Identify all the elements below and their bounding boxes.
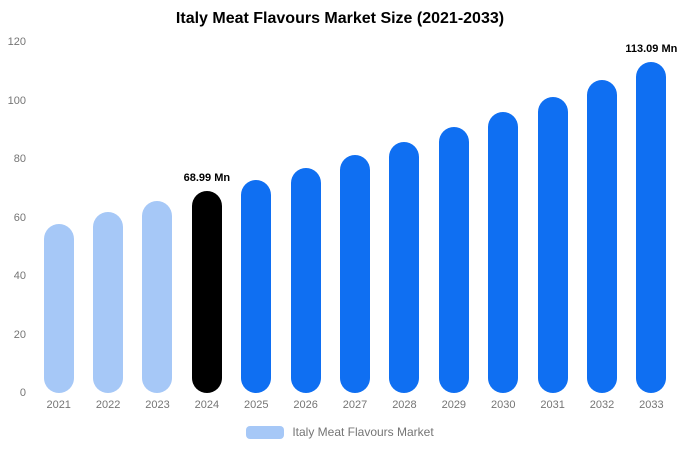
bar-2021 xyxy=(43,224,74,393)
x-tick-label-2021: 2021 xyxy=(46,399,71,411)
bar-column-2030 xyxy=(479,42,528,393)
bar-column-2024: 68.99 Mn xyxy=(182,42,231,393)
bar-2026 xyxy=(290,168,321,393)
y-axis: 0 20 40 60 80 100 120 xyxy=(0,36,28,399)
bar-column-2025 xyxy=(232,42,281,393)
x-tick-label-2022: 2022 xyxy=(95,399,121,411)
bar-2031 xyxy=(537,97,568,393)
legend-label: Italy Meat Flavours Market xyxy=(292,425,434,439)
bar-2033 xyxy=(636,62,667,393)
bar-column-2023 xyxy=(133,42,182,393)
x-tick-label-2027: 2027 xyxy=(342,399,368,411)
x-tick-label-2024: 2024 xyxy=(194,399,220,411)
y-tick-label: 100 xyxy=(7,94,26,107)
bar-2022 xyxy=(93,212,124,393)
x-tick-label-2026: 2026 xyxy=(293,399,318,411)
x-tick-label-2033: 2033 xyxy=(639,399,664,411)
bar-2028 xyxy=(389,142,420,393)
x-tick-label-2028: 2028 xyxy=(392,399,417,411)
bar-column-2032 xyxy=(577,42,626,393)
bar-column-2027 xyxy=(330,42,379,393)
x-tick-label-2031: 2031 xyxy=(540,399,565,411)
y-tick-label: 0 xyxy=(19,387,26,399)
bar-column-2028 xyxy=(380,42,429,393)
bar-column-2026 xyxy=(281,42,330,393)
chart-title: Italy Meat Flavours Market Size (2021-20… xyxy=(175,10,505,27)
legend-swatch xyxy=(246,425,285,439)
bar-value-label-2033: 113.09 Mn xyxy=(625,43,678,55)
y-tick-label: 120 xyxy=(7,36,26,48)
legend: Italy Meat Flavours Market xyxy=(0,425,680,439)
bar-column-2022 xyxy=(83,42,132,393)
bar-column-2031 xyxy=(528,42,577,393)
y-tick-label: 40 xyxy=(13,270,26,282)
y-tick-label: 60 xyxy=(13,211,26,224)
bar-column-2021 xyxy=(34,42,83,393)
x-axis: 2021 2022 2023 2024 2025 2026 2027 2028 2029 2030… xyxy=(34,399,676,411)
bar-2027 xyxy=(340,155,371,393)
plot-area: 68.99 Mn 113.09 Mn xyxy=(34,42,678,393)
bar-2032 xyxy=(586,80,617,393)
bar-column-2033: 113.09 Mn xyxy=(625,42,678,393)
x-tick-label-2025: 2025 xyxy=(244,399,269,411)
bar-column-2029 xyxy=(429,42,478,393)
x-tick-label-2032: 2032 xyxy=(589,399,615,411)
bar-2030 xyxy=(488,112,519,393)
bar-2023 xyxy=(142,201,173,393)
x-tick-label-2030: 2030 xyxy=(490,399,516,411)
bar-2024 xyxy=(191,191,222,393)
y-tick-label: 80 xyxy=(13,153,26,165)
x-tick-label-2023: 2023 xyxy=(145,399,170,411)
bar-2025 xyxy=(241,180,272,393)
bar-2029 xyxy=(438,127,469,393)
bar-value-label-2024: 68.99 Mn xyxy=(183,172,231,184)
x-tick-label-2029: 2029 xyxy=(441,399,467,411)
y-tick-label: 20 xyxy=(13,328,26,341)
